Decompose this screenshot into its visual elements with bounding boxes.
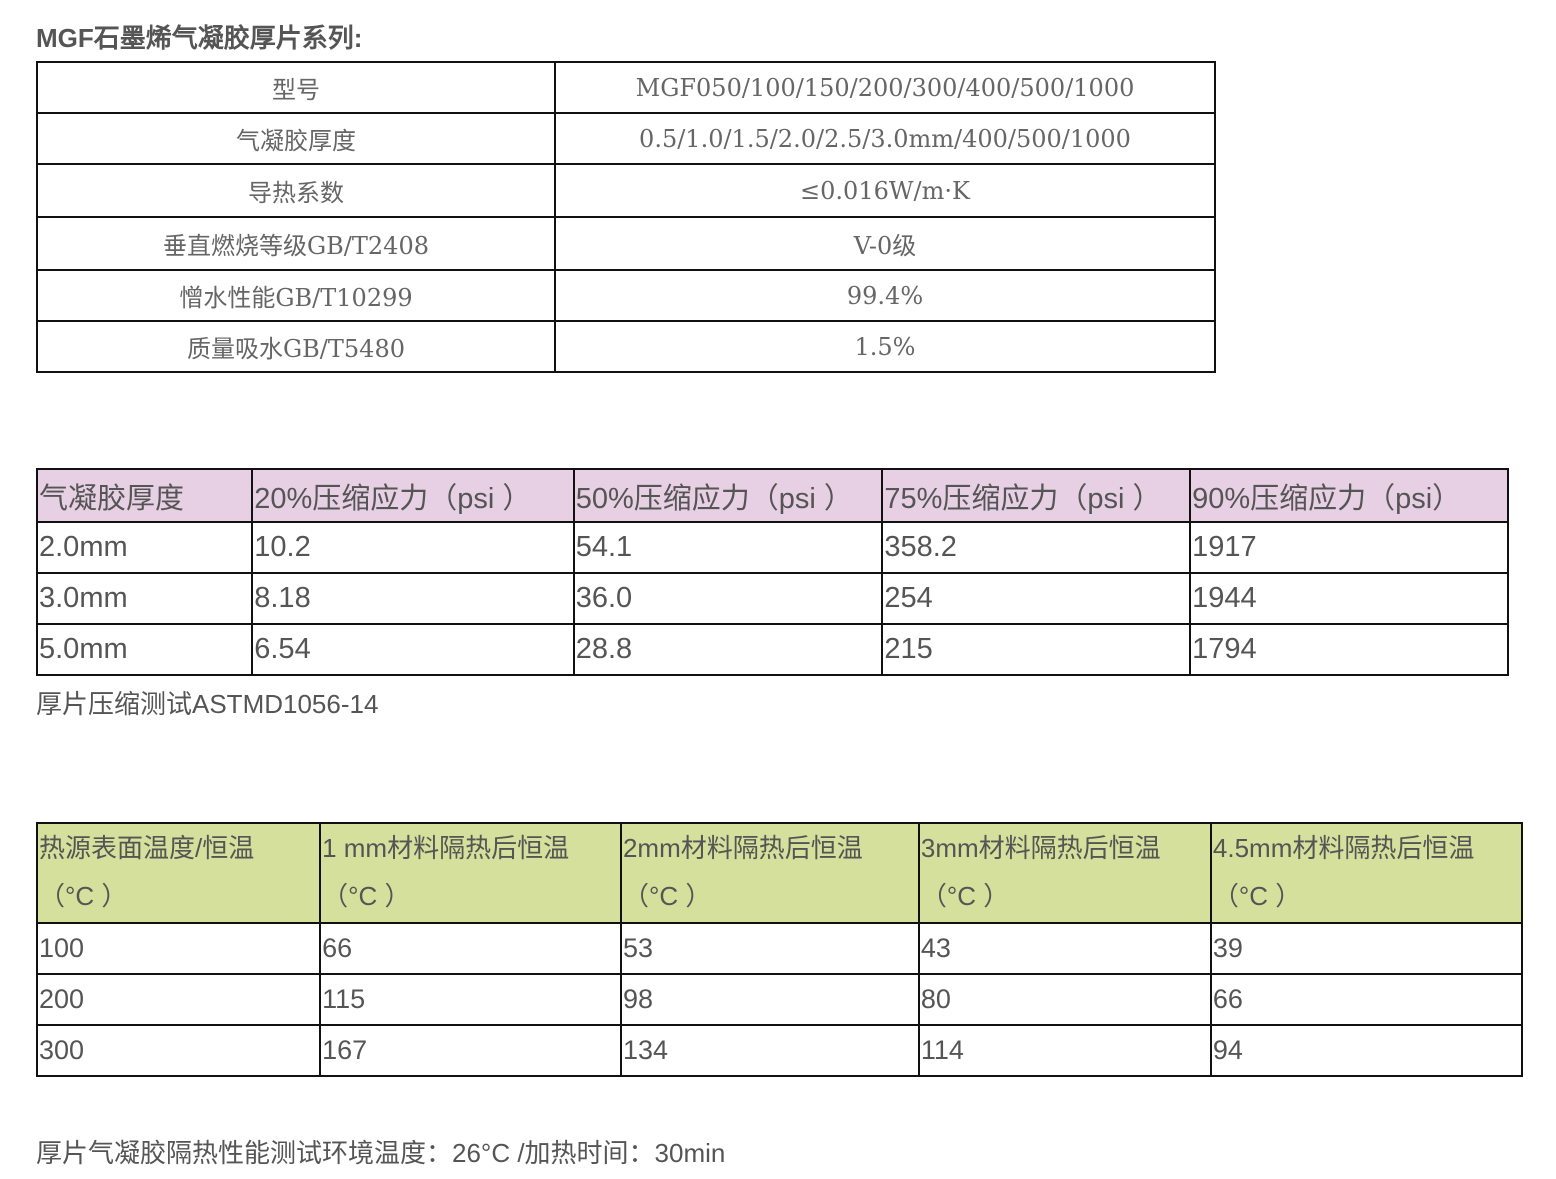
column-header: 气凝胶厚度 — [35, 468, 254, 523]
column-header: 1 mm材料隔热后恒温 （°C ） — [319, 822, 622, 924]
spec-value: 99.4% — [554, 269, 1216, 322]
table-cell: 300 — [35, 1024, 322, 1077]
table-cell: 215 — [881, 623, 1192, 676]
spec-row: 质量吸水GB/T5480 1.5% — [36, 320, 1216, 373]
spec-row: 憎水性能GB/T10299 99.4% — [36, 269, 1216, 322]
table-row: 5.0mm 6.54 28.8 215 1794 — [35, 623, 1509, 676]
spec-row: 垂直燃烧等级GB/T2408 V-0级 — [36, 216, 1216, 271]
spec-key: 垂直燃烧等级GB/T2408 — [36, 216, 556, 271]
table-cell: 8.18 — [251, 572, 575, 625]
insulation-note: 厚片气凝胶隔热性能测试环境温度：26°C /加热时间：30min — [36, 1138, 726, 1168]
spec-key: 质量吸水GB/T5480 — [36, 320, 556, 373]
spec-value: ≤0.016W/m·K — [554, 163, 1216, 218]
compression-table: 气凝胶厚度 20%压缩应力（psi ） 50%压缩应力（psi ） 75%压缩应力（p… — [35, 468, 1509, 676]
column-header: 2mm材料隔热后恒温 （°C ） — [619, 822, 920, 924]
table-row: 3.0mm 8.18 36.0 254 1944 — [35, 572, 1509, 625]
table-cell: 200 — [35, 973, 322, 1026]
column-header: 3mm材料隔热后恒温 （°C ） — [917, 822, 1212, 924]
column-header: 50%压缩应力（psi ） — [572, 468, 884, 523]
insulation-table: 热源表面温度/恒温 （°C ） 1 mm材料隔热后恒温 （°C ） 2mm材料隔热后恒温… — [35, 822, 1524, 1077]
table-cell: 114 — [917, 1024, 1212, 1077]
table-cell: 167 — [319, 1024, 622, 1077]
column-header-line: （°C ） — [622, 881, 712, 911]
table-row: 200 115 98 80 66 — [35, 973, 1524, 1026]
spec-table: 型号 MGF050/100/150/200/300/400/500/1000 气凝胶… — [36, 61, 1216, 373]
column-header: 90%压缩应力（psi） — [1189, 468, 1509, 523]
table-row: 300 167 134 114 94 — [35, 1024, 1524, 1077]
spec-value: V-0级 — [554, 216, 1216, 271]
column-header-line: 4.5mm材料隔热后恒温 — [1212, 833, 1475, 863]
table-cell: 358.2 — [881, 521, 1192, 574]
column-header: 热源表面温度/恒温 （°C ） — [35, 822, 322, 924]
table-row: 100 66 53 43 39 — [35, 922, 1524, 975]
table-cell: 1944 — [1189, 572, 1509, 625]
table-cell: 94 — [1209, 1024, 1524, 1077]
column-header-line: （°C ） — [39, 881, 128, 911]
table-cell: 54.1 — [572, 521, 884, 574]
table-cell: 10.2 — [251, 521, 575, 574]
spec-row: 型号 MGF050/100/150/200/300/400/500/1000 — [36, 61, 1216, 114]
table-cell: 6.54 — [251, 623, 575, 676]
table-cell: 1917 — [1189, 521, 1509, 574]
compression-note: 厚片压缩测试ASTMD1056-14 — [36, 689, 379, 719]
table-cell: 100 — [35, 922, 322, 975]
table-cell: 5.0mm — [35, 623, 254, 676]
table-cell: 3.0mm — [35, 572, 254, 625]
table-cell: 53 — [619, 922, 920, 975]
spec-value: 0.5/1.0/1.5/2.0/2.5/3.0mm/400/500/1000 — [554, 112, 1216, 165]
table-cell: 66 — [319, 922, 622, 975]
column-header: 4.5mm材料隔热后恒温 （°C ） — [1209, 822, 1524, 924]
column-header: 75%压缩应力（psi ） — [881, 468, 1192, 523]
header-row: 气凝胶厚度 20%压缩应力（psi ） 50%压缩应力（psi ） 75%压缩应力（p… — [35, 468, 1509, 523]
table-cell: 66 — [1209, 973, 1524, 1026]
table-cell: 43 — [917, 922, 1212, 975]
table-cell: 134 — [619, 1024, 920, 1077]
table-cell: 2.0mm — [35, 521, 254, 574]
column-header-line: 3mm材料隔热后恒温 — [920, 833, 1161, 863]
column-header-line: （°C ） — [1212, 881, 1302, 911]
column-header-line: （°C ） — [920, 881, 1010, 911]
header-row: 热源表面温度/恒温 （°C ） 1 mm材料隔热后恒温 （°C ） 2mm材料隔热后恒温… — [35, 822, 1524, 924]
table-cell: 80 — [917, 973, 1212, 1026]
column-header-line: （°C ） — [322, 881, 411, 911]
spec-value: MGF050/100/150/200/300/400/500/1000 — [554, 61, 1216, 114]
table-cell: 36.0 — [572, 572, 884, 625]
spec-key: 气凝胶厚度 — [36, 112, 556, 165]
table-cell: 28.8 — [572, 623, 884, 676]
table-cell: 254 — [881, 572, 1192, 625]
column-header-line: 1 mm材料隔热后恒温 — [322, 833, 570, 863]
spec-row: 导热系数 ≤0.016W/m·K — [36, 163, 1216, 218]
table-cell: 115 — [319, 973, 622, 1026]
page-title: MGF石墨烯气凝胶厚片系列: — [36, 23, 363, 53]
spec-key: 型号 — [36, 61, 556, 114]
table-row: 2.0mm 10.2 54.1 358.2 1917 — [35, 521, 1509, 574]
column-header-line: 热源表面温度/恒温 — [39, 833, 255, 863]
table-cell: 98 — [619, 973, 920, 1026]
spec-row: 气凝胶厚度 0.5/1.0/1.5/2.0/2.5/3.0mm/400/500/1… — [36, 112, 1216, 165]
column-header: 20%压缩应力（psi ） — [251, 468, 575, 523]
table-cell: 1794 — [1189, 623, 1509, 676]
spec-key: 导热系数 — [36, 163, 556, 218]
table-cell: 39 — [1209, 922, 1524, 975]
column-header-line: 2mm材料隔热后恒温 — [622, 833, 863, 863]
spec-key: 憎水性能GB/T10299 — [36, 269, 556, 322]
spec-value: 1.5% — [554, 320, 1216, 373]
